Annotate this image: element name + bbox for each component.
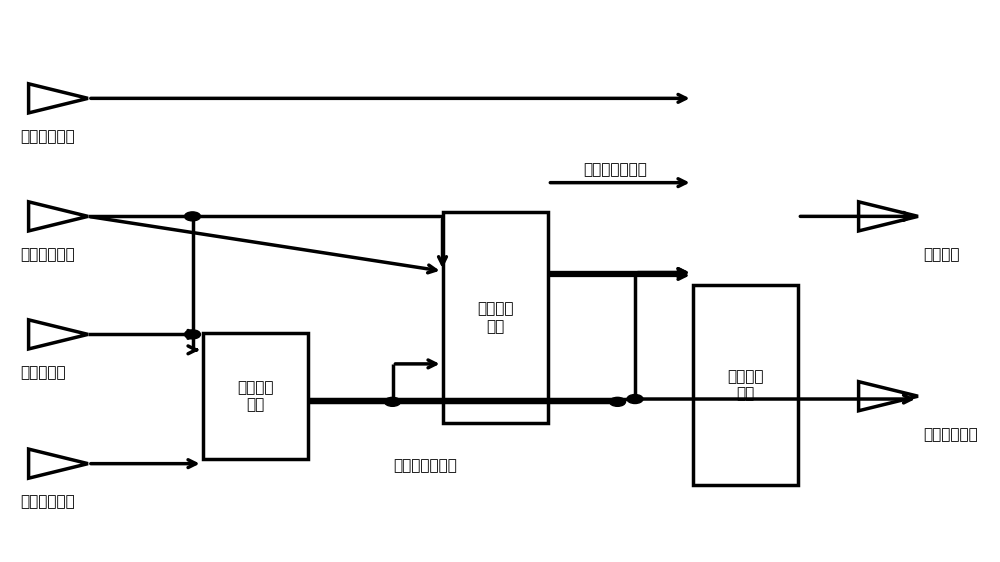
Text: 信号处理参数: 信号处理参数 — [20, 247, 75, 262]
Text: 传感器差值信号: 传感器差值信号 — [583, 162, 647, 177]
Text: 传感器状态信号: 传感器状态信号 — [393, 458, 457, 473]
Text: 传感器选定值: 传感器选定值 — [923, 427, 978, 442]
Text: 传感器信号: 传感器信号 — [20, 365, 66, 380]
Text: 报警信号: 报警信号 — [923, 247, 960, 262]
Bar — [442, 212, 548, 423]
Circle shape — [384, 397, 400, 406]
Bar — [692, 285, 798, 484]
Text: 报警计时
模块: 报警计时 模块 — [727, 369, 763, 401]
Circle shape — [184, 330, 200, 339]
Text: 故障诊断参数: 故障诊断参数 — [20, 495, 75, 510]
Text: 信号处理
模块: 信号处理 模块 — [477, 301, 513, 334]
Text: 报警计时参数: 报警计时参数 — [20, 129, 75, 144]
Text: 故障诊断
模块: 故障诊断 模块 — [237, 380, 273, 413]
Circle shape — [184, 212, 200, 221]
Circle shape — [609, 397, 626, 406]
Bar — [202, 333, 308, 460]
Circle shape — [627, 395, 643, 404]
